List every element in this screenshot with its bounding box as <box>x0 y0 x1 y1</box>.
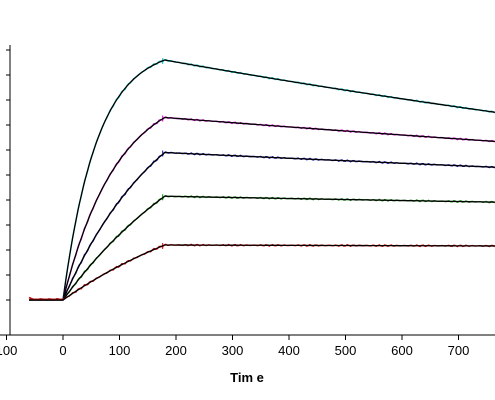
x-axis-ticks: 100 0 100 200 300 400 500 600 700 <box>0 335 469 358</box>
series-4-fit-line <box>29 244 495 301</box>
y-axis-ticks <box>6 49 10 301</box>
x-axis-title: Tim e <box>230 370 264 385</box>
series-1-data-line <box>28 116 495 301</box>
x-tick-label-5: 400 <box>278 343 300 358</box>
x-tick-label-4: 300 <box>222 343 244 358</box>
series-3-data-line <box>28 194 495 301</box>
series-3-fit-line <box>29 195 495 301</box>
series-0-fit-line <box>29 59 495 301</box>
x-tick-label-3: 200 <box>165 343 187 358</box>
series-2-fit-line <box>29 151 495 301</box>
x-tick-label-2: 100 <box>109 343 131 358</box>
x-tick-label-8: 700 <box>448 343 470 358</box>
series-4-data-line <box>28 243 495 301</box>
x-tick-label-0: 100 <box>0 343 17 358</box>
series-0-data-line <box>28 58 495 301</box>
plot-area <box>28 58 495 301</box>
x-tick-label-1: 0 <box>59 343 66 358</box>
series-1-fit-line <box>29 116 495 301</box>
x-tick-label-7: 600 <box>391 343 413 358</box>
x-tick-label-6: 500 <box>335 343 357 358</box>
